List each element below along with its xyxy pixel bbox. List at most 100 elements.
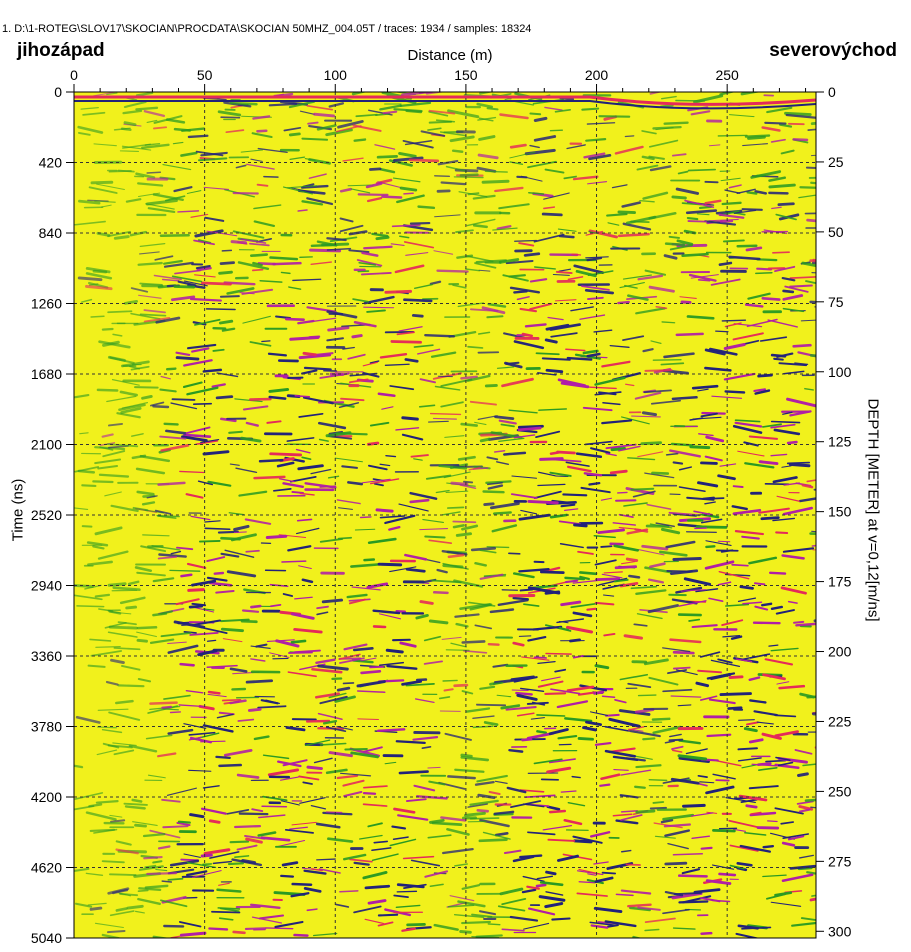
reflection-stroke — [474, 421, 487, 426]
reflection-stroke — [490, 431, 523, 439]
reflection-stroke — [301, 456, 312, 461]
reflection-stroke — [762, 844, 775, 849]
reflection-stroke — [573, 839, 593, 844]
reflection-stroke — [152, 612, 168, 617]
reflection-stroke — [682, 803, 706, 808]
reflection-stroke — [265, 927, 294, 930]
reflection-stroke — [619, 282, 645, 289]
y-tick-label: 1680 — [31, 366, 62, 382]
reflection-stroke — [371, 847, 392, 851]
reflection-stroke — [395, 740, 426, 745]
reflection-stroke — [338, 507, 353, 510]
reflection-stroke — [623, 502, 648, 507]
reflection-stroke — [204, 527, 231, 531]
reflection-stroke — [736, 862, 753, 867]
reflection-stroke — [299, 110, 315, 115]
reflection-stroke — [158, 553, 187, 558]
reflection-stroke — [636, 164, 659, 171]
reflection-stroke — [242, 315, 271, 324]
reflection-stroke — [517, 426, 542, 432]
reflection-stroke — [457, 302, 485, 308]
reflection-stroke — [522, 875, 545, 882]
reflection-stroke — [457, 455, 476, 461]
reflection-stroke — [557, 734, 578, 740]
reflection-stroke — [746, 721, 759, 726]
reflection-stroke — [146, 871, 178, 876]
reflection-stroke — [704, 199, 722, 205]
reflection-stroke — [748, 435, 779, 440]
reflection-stroke — [545, 870, 557, 876]
reflection-stroke — [588, 482, 601, 486]
reflection-stroke — [434, 385, 461, 391]
reflection-stroke — [477, 331, 491, 335]
reflection-stroke — [668, 235, 681, 239]
reflection-stroke — [414, 698, 435, 703]
reflection-stroke — [635, 764, 662, 769]
reflection-stroke — [782, 547, 815, 553]
reflection-stroke — [419, 378, 436, 384]
reflection-stroke — [478, 838, 508, 843]
reflection-stroke — [537, 660, 556, 665]
reflection-stroke — [649, 165, 672, 172]
reflection-stroke — [144, 884, 169, 889]
reflection-stroke — [136, 626, 158, 630]
reflection-stroke — [189, 813, 205, 819]
reflection-stroke — [564, 579, 579, 584]
reflection-stroke — [211, 910, 241, 914]
reflection-stroke — [138, 887, 162, 892]
reflection-stroke — [363, 245, 393, 250]
reflection-stroke — [693, 94, 724, 104]
reflection-stroke — [459, 603, 492, 610]
reflection-stroke — [787, 835, 805, 841]
reflection-stroke — [350, 562, 382, 568]
reflection-stroke — [614, 699, 627, 704]
reflection-stroke — [282, 482, 304, 489]
reflection-stroke — [625, 383, 635, 387]
reflection-stroke — [723, 372, 756, 381]
reflection-stroke — [136, 571, 166, 577]
reflection-stroke — [516, 296, 530, 301]
reflection-stroke — [389, 385, 415, 391]
reflection-stroke — [700, 897, 721, 903]
y-tick-label: 420 — [39, 155, 63, 171]
reflection-stroke — [675, 187, 700, 195]
reflection-stroke — [536, 875, 554, 880]
reflection-stroke — [112, 586, 141, 592]
reflection-stroke — [615, 819, 639, 825]
reflection-stroke — [587, 181, 608, 185]
reflection-stroke — [613, 769, 629, 771]
reflection-stroke — [737, 597, 757, 603]
reflection-stroke — [518, 513, 551, 521]
reflection-stroke — [528, 907, 556, 916]
reflection-stroke — [277, 760, 302, 768]
reflection-stroke — [109, 910, 135, 917]
y-tick-label: 1260 — [31, 296, 62, 312]
reflection-stroke — [570, 306, 594, 312]
reflection-stroke — [193, 239, 216, 246]
reflection-stroke — [268, 387, 290, 393]
reflection-stroke — [379, 168, 396, 174]
reflection-stroke — [295, 527, 320, 535]
reflection-stroke — [512, 641, 525, 647]
reflection-stroke — [417, 205, 436, 210]
reflection-stroke — [493, 810, 515, 815]
reflection-stroke — [626, 528, 649, 535]
reflection-stroke — [554, 108, 571, 113]
reflection-stroke — [744, 303, 764, 308]
reflection-stroke — [74, 507, 89, 510]
reflection-stroke — [695, 588, 719, 593]
reflection-stroke — [671, 195, 687, 200]
reflection-stroke — [405, 567, 426, 573]
reflection-stroke — [170, 550, 182, 555]
reflection-stroke — [556, 854, 579, 862]
reflection-stroke — [584, 440, 613, 446]
reflection-stroke — [159, 435, 187, 440]
reflection-stroke — [770, 605, 783, 611]
reflection-stroke — [440, 816, 467, 822]
reflection-stroke — [419, 600, 434, 605]
reflection-stroke — [189, 297, 222, 302]
reflection-stroke — [588, 386, 617, 390]
reflection-stroke — [594, 577, 621, 581]
reflection-stroke — [620, 416, 650, 425]
reflection-stroke — [115, 907, 128, 912]
